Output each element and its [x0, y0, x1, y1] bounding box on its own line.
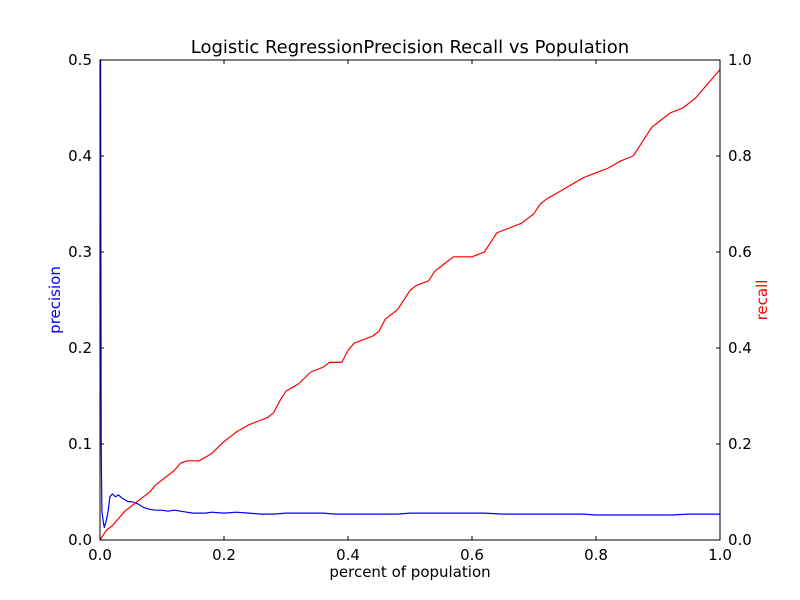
plot-frame — [99, 59, 721, 541]
x-axis-label: percent of population — [329, 563, 490, 581]
series-group — [99, 59, 721, 541]
x-tick-label: 0.6 — [460, 546, 484, 564]
recall-line — [99, 69, 721, 541]
y-axis-label-precision: precision — [46, 266, 64, 334]
y-left-tick-label: 0.4 — [68, 147, 92, 165]
x-tick-label: 0.8 — [584, 546, 608, 564]
y-left-tick-label: 0.1 — [68, 435, 92, 453]
y-left-tick-label: 0.0 — [68, 531, 92, 549]
y-right-tick-label: 1.0 — [728, 51, 752, 69]
precision-line — [99, 59, 720, 529]
x-tick-label: 0.0 — [88, 546, 112, 564]
y-right-tick-label: 0.0 — [728, 531, 752, 549]
axis-ticks: 0.0 0.2 0.4 0.6 0.8 1.00.00.10.20.30.40.50.00… — [68, 51, 752, 564]
x-tick-label: 0.2 — [212, 546, 236, 564]
chart-title: Logistic RegressionPrecision Recall vs P… — [191, 37, 629, 58]
y-left-tick-label: 0.5 — [68, 51, 92, 69]
y-right-tick-label: 0.6 — [728, 243, 752, 261]
x-tick-label: 0.4 — [336, 546, 360, 564]
y-right-tick-label: 0.2 — [728, 435, 752, 453]
y-right-tick-label: 0.4 — [728, 339, 752, 357]
y-right-tick-label: 0.8 — [728, 147, 752, 165]
y-left-tick-label: 0.3 — [68, 243, 92, 261]
y-axis-label-recall: recall — [753, 280, 771, 321]
x-tick-label: 1.0 — [708, 546, 732, 564]
y-left-tick-label: 0.2 — [68, 339, 92, 357]
